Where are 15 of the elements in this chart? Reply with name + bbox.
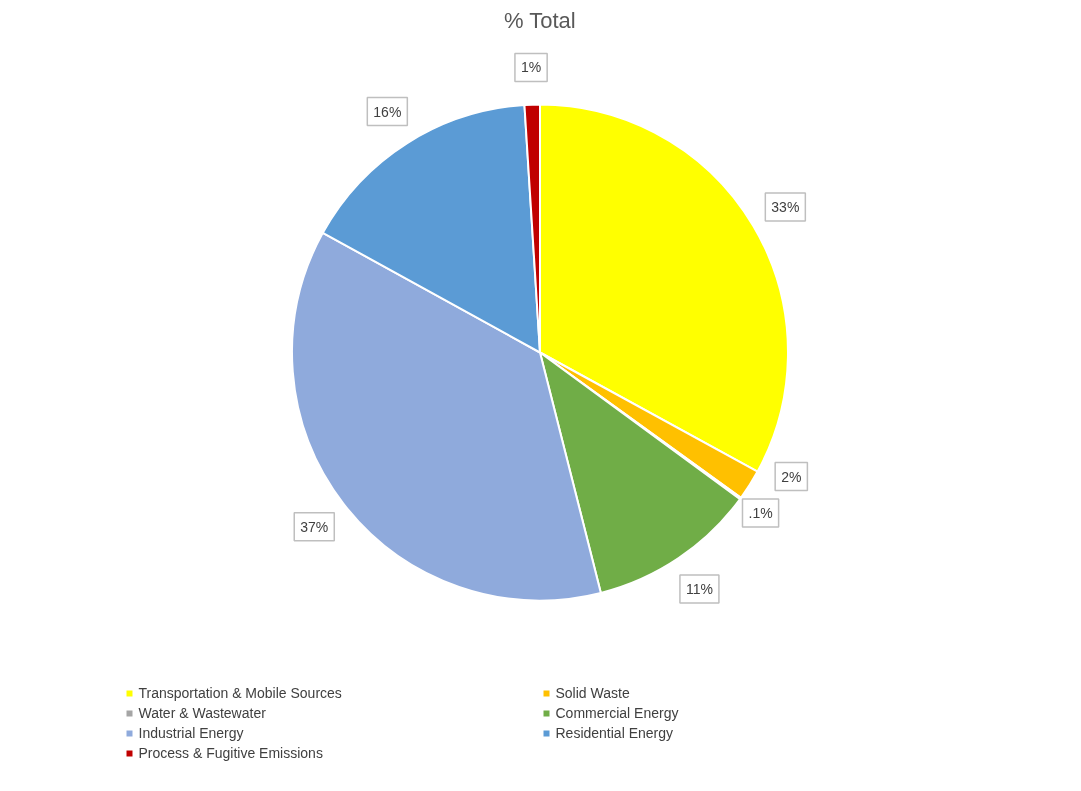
data-label: 37% [300,518,329,535]
data-label: 2% [781,468,802,485]
legend-label: Transportation & Mobile Sources [138,684,343,702]
data-label: 33% [771,199,800,216]
data-label: .1% [748,505,773,522]
legend-label: Water & Wastewater [138,704,267,722]
data-label: 16% [373,103,402,120]
data-label: 1% [520,59,542,76]
chart-title: % Total [503,7,576,33]
data-label: 11% [685,580,713,597]
legend-label: Residential Energy [555,724,674,742]
legend-label: Process & Fugitive Emissions [138,744,324,762]
legend-label: Commercial Energy [555,704,680,722]
legend-label: Solid Waste [555,684,631,702]
legend-label: Industrial Energy [138,724,245,742]
